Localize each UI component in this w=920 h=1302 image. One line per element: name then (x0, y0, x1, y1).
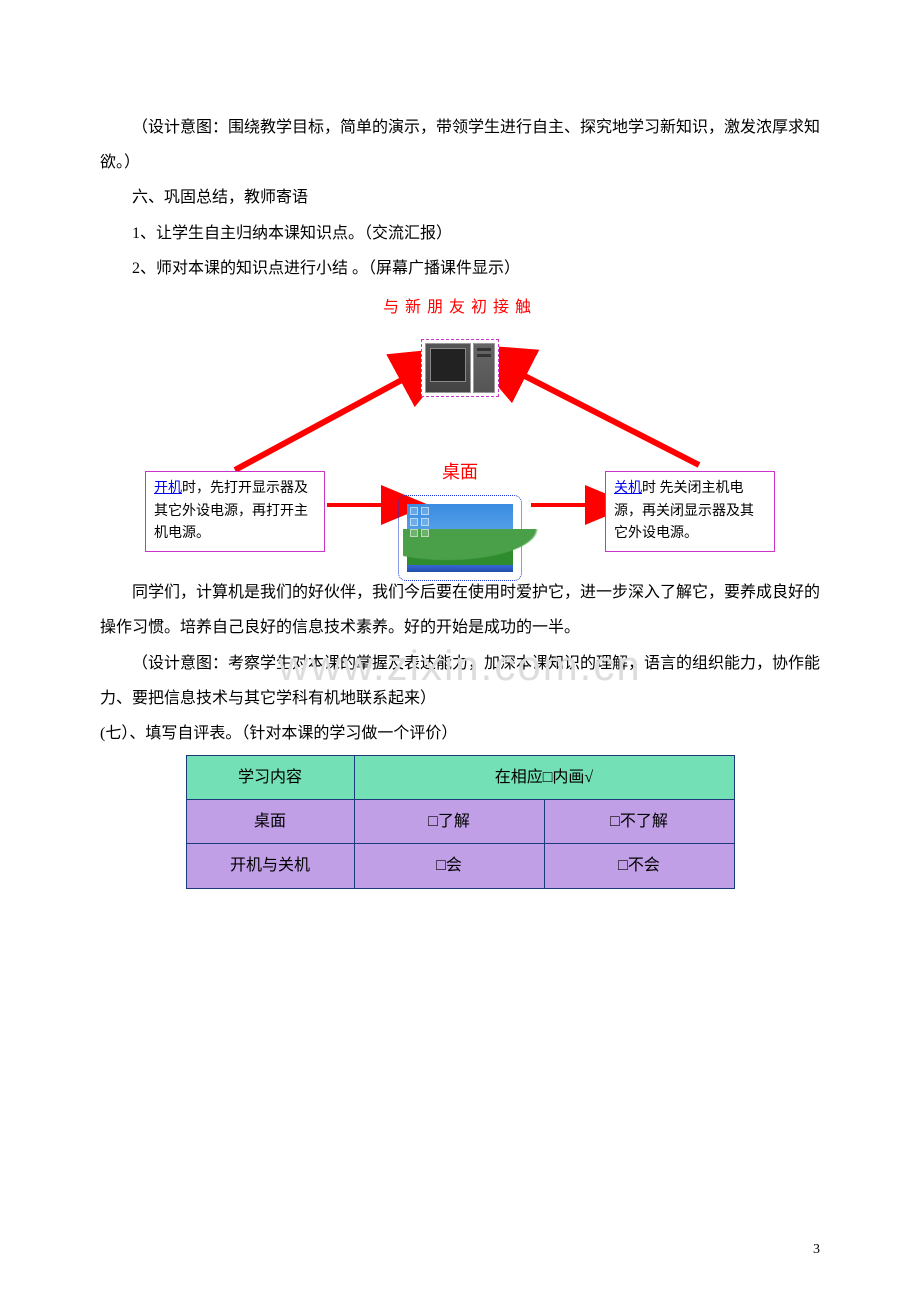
self-eval-table: 学习内容 在相应□内画√ 桌面 □了解 □不了解 开机与关机 □会 □不会 (186, 755, 735, 889)
desktop-block: 桌面 (398, 453, 522, 581)
hardware-image-box (421, 339, 499, 397)
power-off-callout: 关机时 先关闭主机电源，再关闭显示器及其它外设电源。 (605, 471, 775, 552)
td: □了解 (354, 800, 544, 844)
section-7-heading: (七）、填写自评表。（针对本课的学习做一个评价） (100, 716, 820, 751)
list-item-1: 1、让学生自主归纳本课知识点。（交流汇报） (100, 216, 820, 251)
desktop-frame (398, 495, 522, 581)
th-check: 在相应□内画√ (354, 756, 734, 800)
td: □不会 (544, 844, 734, 888)
td: 开机与关机 (186, 844, 354, 888)
desktop-screenshot (407, 504, 513, 572)
list-item-2: 2、师对本课的知识点进行小结 。（屏幕广播课件显示） (100, 251, 820, 286)
desktop-label: 桌面 (398, 453, 522, 493)
th-content: 学习内容 (186, 756, 354, 800)
design-intent-2: （设计意图：考察学生对本课的掌握及表达能力，加深本课知识的理解，语言的组织能力，… (100, 646, 820, 716)
monitor-icon (425, 343, 471, 393)
design-intent-1: （设计意图：围绕教学目标，简单的演示，带领学生进行自主、探究地学习新知识，激发浓… (100, 110, 820, 180)
summary-paragraph: 同学们，计算机是我们的好伙伴，我们今后要在使用时爱护它，进一步深入了解它，要养成… (100, 575, 820, 645)
concept-diagram: 开机时，先打开显示器及其它外设电源，再打开主机电源。 桌面 关机时 先关闭主机电… (145, 335, 775, 565)
power-on-link: 开机 (154, 481, 182, 496)
tower-icon (473, 343, 495, 393)
power-off-link: 关机 (614, 481, 642, 496)
td: 桌面 (186, 800, 354, 844)
page-number: 3 (813, 1235, 820, 1266)
diagram-title: 与新朋友初接触 (100, 290, 820, 325)
power-on-callout: 开机时，先打开显示器及其它外设电源，再打开主机电源。 (145, 471, 325, 552)
section-6-heading: 六、巩固总结，教师寄语 (100, 180, 820, 215)
td: □不了解 (544, 800, 734, 844)
td: □会 (354, 844, 544, 888)
